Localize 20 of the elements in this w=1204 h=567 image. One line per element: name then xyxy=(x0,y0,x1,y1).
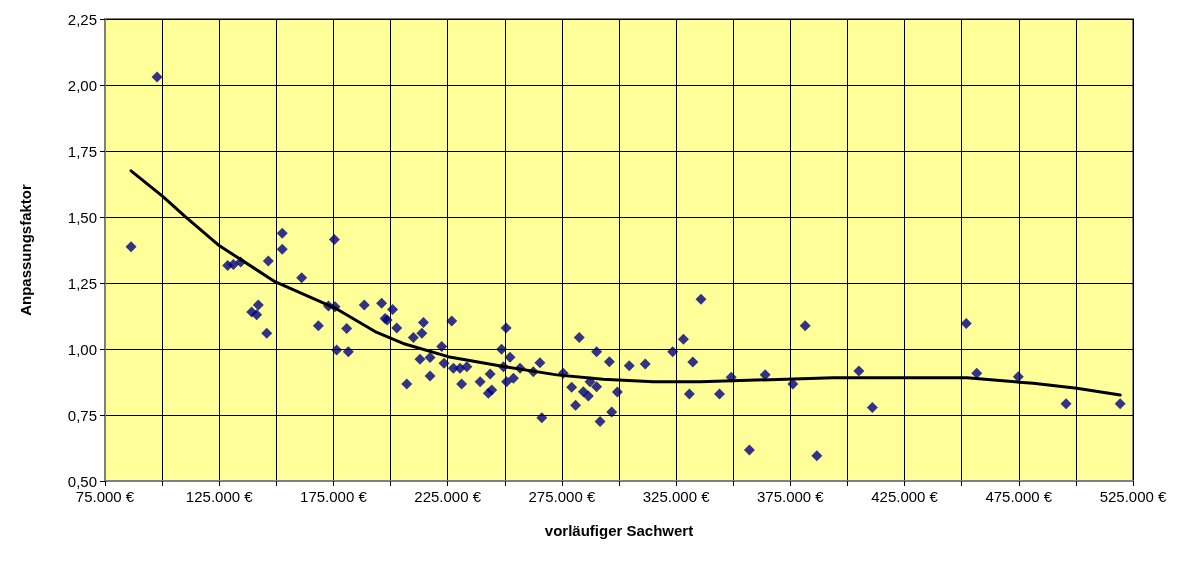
x-tick-label: 475.000 € xyxy=(985,488,1053,505)
x-tick-label: 75.000 € xyxy=(75,488,135,505)
y-tick-label: 1,00 xyxy=(67,340,97,358)
y-tick-label: 0,75 xyxy=(67,406,97,424)
y-tick-label: 0,50 xyxy=(67,472,97,490)
x-tick-label: 525.000 € xyxy=(1099,488,1168,505)
y-tick-label: 2,25 xyxy=(67,10,97,28)
y-tick-label: 1,50 xyxy=(67,208,97,226)
x-axis-title: vorläufiger Sachwert xyxy=(544,522,694,539)
y-axis-title: Anpassungsfaktor xyxy=(17,184,34,316)
x-tick-label: 225.000 € xyxy=(414,488,482,505)
x-tick-label: 425.000 € xyxy=(871,488,939,505)
x-tick-label: 375.000 € xyxy=(756,488,825,505)
x-tick-label: 325.000 € xyxy=(642,488,711,505)
y-tick-label: 2,00 xyxy=(67,76,97,94)
x-tick-label: 125.000 € xyxy=(185,488,254,505)
x-tick-label: 275.000 € xyxy=(528,488,596,505)
x-tick-label: 175.000 € xyxy=(300,488,368,505)
y-tick-label: 1,25 xyxy=(67,274,97,292)
y-tick-label: 1,75 xyxy=(67,142,97,160)
